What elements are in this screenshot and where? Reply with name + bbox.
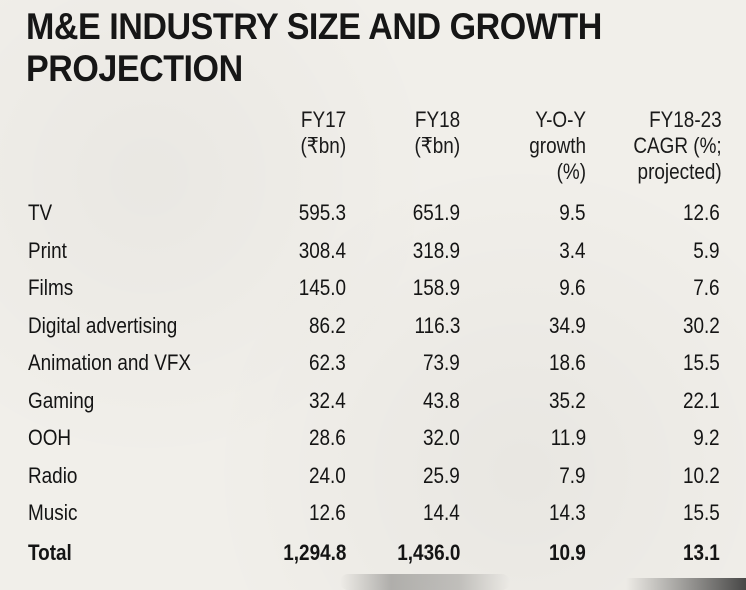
- table-row: TV 595.3 651.9 9.5 12.6: [0, 198, 746, 234]
- yoy-value: 9.5: [559, 200, 586, 225]
- yoy-value: 11.9: [550, 425, 586, 450]
- yoy-value: 10.9: [549, 540, 586, 565]
- yoy-value: 3.4: [559, 238, 586, 263]
- cagr-value: 10.2: [683, 463, 720, 488]
- fy18-value: 73.9: [423, 350, 460, 375]
- fy18-value: 318.9: [412, 238, 460, 263]
- table-row: Digital advertising 86.2 116.3 34.9 30.2: [0, 311, 746, 347]
- cagr-value: 5.9: [693, 238, 720, 263]
- cagr-value: 7.6: [693, 275, 720, 300]
- cagr-value: 15.5: [683, 350, 720, 375]
- row-label: TV: [28, 200, 53, 225]
- table-row: Animation and VFX 62.3 73.9 18.6 15.5: [0, 348, 746, 384]
- fy17-value: 32.4: [309, 388, 346, 413]
- title-line-2: PROJECTION: [26, 48, 243, 89]
- fy17-value: 24.0: [309, 463, 346, 488]
- cagr-value: 9.2: [693, 425, 720, 450]
- row-label: Films: [28, 275, 74, 300]
- table-row: Music 12.6 14.4 14.3 15.5: [0, 498, 746, 534]
- fy18-value: 1,436.0: [396, 540, 460, 565]
- row-label: Radio: [28, 463, 78, 488]
- table-row: Radio 24.0 25.9 7.9 10.2: [0, 461, 746, 497]
- yoy-value: 9.6: [559, 275, 586, 300]
- cagr-value: 22.1: [683, 388, 720, 413]
- fy17-value: 595.3: [298, 200, 346, 225]
- fy17-value: 86.2: [309, 313, 346, 338]
- fy18-value: 43.8: [423, 388, 460, 413]
- table-row: OOH 28.6 32.0 11.9 9.2: [0, 423, 746, 459]
- fy18-value: 116.3: [414, 313, 460, 338]
- fy17-value: 308.4: [298, 238, 346, 263]
- fy17-value: 12.6: [309, 500, 346, 525]
- table-title: M&E INDUSTRY SIZE AND GROWTH PROJECTION: [26, 6, 615, 90]
- total-row: Total 1,294.8 1,436.0 10.9 13.1: [0, 538, 746, 574]
- title-line-1: M&E INDUSTRY SIZE AND GROWTH: [26, 6, 602, 47]
- yoy-value: 18.6: [549, 350, 586, 375]
- column-header-fy18: FY18 (₹bn): [414, 107, 460, 158]
- fy18-value: 32.0: [423, 425, 460, 450]
- cagr-value: 15.5: [683, 500, 720, 525]
- torn-edge-shadow: [626, 578, 746, 590]
- row-label: Print: [28, 238, 67, 263]
- fy18-value: 158.9: [412, 275, 460, 300]
- row-label: OOH: [28, 425, 72, 450]
- table-row: Films 145.0 158.9 9.6 7.6: [0, 273, 746, 309]
- fy17-value: 62.3: [309, 350, 346, 375]
- fy17-value: 145.0: [298, 275, 346, 300]
- row-label: Total: [28, 540, 72, 565]
- yoy-value: 14.3: [549, 500, 586, 525]
- fy17-value: 1,294.8: [282, 540, 346, 565]
- cagr-value: 12.6: [683, 200, 720, 225]
- fy17-value: 28.6: [309, 425, 346, 450]
- table-row: Gaming 32.4 43.8 35.2 22.1: [0, 386, 746, 422]
- row-label: Digital advertising: [28, 313, 178, 338]
- fy18-value: 14.4: [423, 500, 460, 525]
- yoy-value: 35.2: [549, 388, 586, 413]
- row-label: Gaming: [28, 388, 95, 413]
- row-label: Animation and VFX: [28, 350, 192, 375]
- print-smudge: [340, 574, 510, 590]
- yoy-value: 34.9: [549, 313, 586, 338]
- table-row: Print 308.4 318.9 3.4 5.9: [0, 236, 746, 272]
- row-label: Music: [28, 500, 78, 525]
- column-header-yoy-growth: Y-O-Y growth (%): [529, 107, 586, 184]
- fy18-value: 25.9: [423, 463, 460, 488]
- cagr-value: 30.2: [683, 313, 720, 338]
- column-header-cagr: FY18-23 CAGR (%; projected): [633, 107, 722, 184]
- yoy-value: 7.9: [559, 463, 586, 488]
- column-header-fy17: FY17 (₹bn): [300, 107, 346, 158]
- cagr-value: 13.1: [683, 540, 720, 565]
- fy18-value: 651.9: [412, 200, 460, 225]
